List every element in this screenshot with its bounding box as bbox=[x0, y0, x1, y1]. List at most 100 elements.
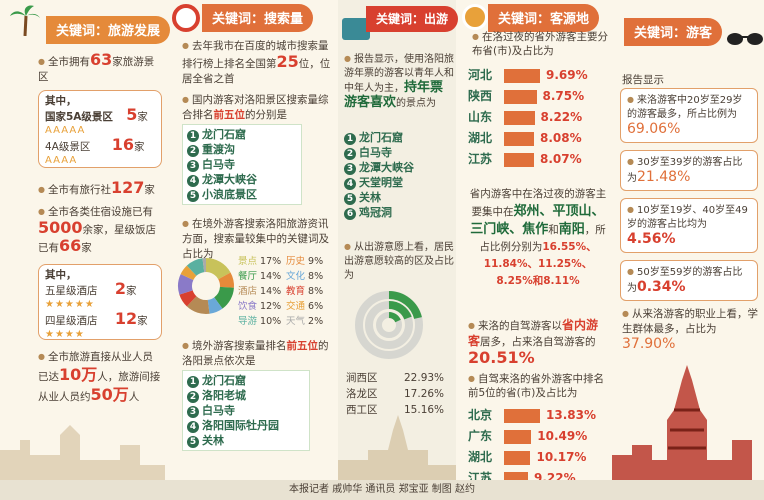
header-search: 关键词：搜索量 bbox=[202, 4, 314, 32]
age-30-39: 30岁至39岁的游客占比为21.48% bbox=[620, 150, 758, 191]
list-item-label: 白马寺 bbox=[359, 146, 392, 159]
column-tourism: 关键词：旅游发展 全市拥有63家旅游景区 其中， 国家5A级景区 5家 AAAA… bbox=[0, 0, 171, 500]
sunglasses-icon bbox=[726, 30, 764, 46]
bar-value: 10.49% bbox=[537, 429, 588, 443]
bar-label: 湖北 bbox=[468, 131, 493, 145]
bar bbox=[504, 69, 540, 83]
list-item-label: 重渡沟 bbox=[202, 143, 235, 156]
list-item-label: 天堂明堂 bbox=[359, 176, 403, 189]
keyword-legend: 景点 17% 历史 9% 餐厅 14% 文化 8% 酒店 14% 教育 8% 饮食 12% 交… bbox=[238, 254, 336, 329]
search-rank-text: 去年我市在百度的城市搜索量排行榜上排名全国第25位，位居全省之首 bbox=[182, 38, 334, 87]
donut-slice bbox=[178, 274, 194, 295]
overnight-province-bars: 河北 9.69% 陕西 8.75% 山东 8.22% 湖北 8.08% 江苏 8.07% bbox=[468, 62, 608, 171]
rank-number: 1 bbox=[187, 130, 199, 142]
header-origin: 关键词：客源地 bbox=[488, 4, 600, 32]
legend-row: 景点 17% 历史 9% bbox=[238, 254, 336, 269]
legend-label: 教育 bbox=[286, 286, 309, 297]
bar-label: 河北 bbox=[468, 68, 493, 82]
list-item-label: 白马寺 bbox=[202, 404, 235, 417]
list-item-label: 龙门石窟 bbox=[202, 374, 246, 387]
list-item: 5 小浪底景区 bbox=[187, 187, 297, 202]
stat-travel-agencies: 全市有旅行社127家 bbox=[38, 178, 162, 197]
list-item: 1 龙门石窟 bbox=[344, 130, 444, 145]
list-item-label: 关林 bbox=[359, 191, 381, 204]
list-item: 6 鸡冠洞 bbox=[344, 205, 444, 220]
rank-number: 5 bbox=[187, 436, 199, 448]
bar-row: 河北 9.69% bbox=[468, 66, 608, 83]
box-a-level: 其中， 国家5A级景区 5家 AAAAA 4A级景区 16家 AAAA bbox=[38, 90, 162, 168]
legend-row: 导游 10% 天气 2% bbox=[238, 314, 336, 329]
palm-tree-icon bbox=[8, 2, 42, 37]
legend-item: 饮食 12% bbox=[238, 299, 286, 314]
bar-row: 北京 13.83% bbox=[468, 406, 608, 423]
donut-slice bbox=[186, 296, 210, 314]
bar-value: 8.75% bbox=[542, 89, 585, 103]
bar-row: 陕西 8.75% bbox=[468, 87, 608, 104]
legend-item: 导游 10% bbox=[238, 314, 286, 329]
donut-slice bbox=[179, 290, 197, 307]
bar-label: 湖北 bbox=[468, 450, 493, 464]
legend-value: 17% bbox=[260, 256, 282, 267]
donut-slice bbox=[202, 258, 206, 273]
bar bbox=[504, 409, 540, 423]
list-item-label: 白马寺 bbox=[202, 158, 235, 171]
donut-slice bbox=[218, 272, 234, 288]
header-tourism: 关键词：旅游发展 bbox=[46, 16, 171, 44]
in-province-text: 省内游客中在洛过夜的游客主要集中在郑州、平顶山、三门峡、焦作和南阳，所占比例分别… bbox=[469, 188, 607, 287]
area-name: 涧西区 bbox=[346, 372, 378, 384]
domestic-top5-list: 1 龙门石窟 2 重渡沟 3 白马寺 4 龙潭大峡谷 5 小浪底景区 bbox=[182, 124, 302, 205]
bar bbox=[504, 111, 535, 125]
header-visitors: 关键词：游客 bbox=[624, 18, 723, 46]
donut-slice bbox=[214, 286, 234, 309]
legend-label: 酒店 bbox=[238, 286, 261, 297]
list-item-label: 龙门石窟 bbox=[359, 131, 403, 144]
legend-label: 天气 bbox=[286, 316, 309, 327]
list-item-label: 龙潭大峡谷 bbox=[202, 173, 257, 186]
foreign-rank-text: 境外游客搜索量排名前五位的洛阳景点依次是 bbox=[182, 338, 334, 369]
legend-value: 8% bbox=[308, 286, 324, 297]
selfdrive-text: 来洛的自驾游客以省内游客居多，占来洛自驾游客的20.51% bbox=[468, 318, 608, 368]
donut-slice bbox=[207, 297, 223, 314]
list-item: 2 白马寺 bbox=[344, 145, 444, 160]
legend-item: 酒店 14% bbox=[238, 284, 286, 299]
list-item-label: 关林 bbox=[202, 434, 224, 447]
legend-row: 餐厅 14% 文化 8% bbox=[238, 269, 336, 284]
compass-icon bbox=[172, 4, 200, 32]
bar bbox=[504, 153, 534, 167]
rank-number: 1 bbox=[344, 133, 356, 145]
area-row: 涧西区 22.93% bbox=[346, 370, 454, 386]
list-item: 4 天堂明堂 bbox=[344, 175, 444, 190]
bar bbox=[504, 132, 535, 146]
list-item: 4 龙潭大峡谷 bbox=[187, 172, 297, 187]
bar-label: 陕西 bbox=[468, 89, 493, 103]
foreign-keyword-text: 在境外游客搜索洛阳旅游资讯方面，搜索量较集中的关键词及占比为 bbox=[182, 216, 334, 262]
rank-number: 4 bbox=[187, 175, 199, 187]
bar-row: 江苏 8.07% bbox=[468, 150, 608, 167]
stat-lodging: 全市各类住宿设施已有5000余家，星级饭店已有66家 bbox=[38, 204, 162, 256]
legend-value: 2% bbox=[308, 316, 324, 327]
list-item: 4 洛阳国际牡丹园 bbox=[187, 418, 305, 433]
footer-credits: 本报记者 戚帅华 通讯员 郑宝亚 制图 赵约 bbox=[0, 480, 764, 500]
area-name: 洛龙区 bbox=[346, 388, 378, 400]
overnight-province-text: 在洛过夜的省外游客主要分布省(市)及占比为 bbox=[472, 30, 608, 58]
column-travel: 关键词：出游 报告显示，使用洛阳旅游年票的游客以青年人和中年人为主，持年票游客喜… bbox=[338, 0, 459, 500]
legend-label: 交通 bbox=[286, 301, 309, 312]
donut-slice bbox=[180, 265, 197, 281]
bar-value: 13.83% bbox=[546, 408, 596, 422]
column-search: 关键词：搜索量 去年我市在百度的城市搜索量排行榜上排名全国第25位，位居全省之首… bbox=[168, 0, 336, 500]
age-10-19-40-49: 10岁至19岁、40岁至49岁的游客占比均为4.56% bbox=[620, 198, 758, 253]
legend-item: 天气 2% bbox=[286, 314, 334, 329]
pagoda-illustration bbox=[612, 360, 764, 480]
list-item: 2 重渡沟 bbox=[187, 142, 297, 157]
travel-intent-text: 从出游意愿上看，居民出游意愿较高的区及占比为 bbox=[344, 240, 454, 283]
rank-number: 5 bbox=[344, 193, 356, 205]
area-row: 洛龙区 17.26% bbox=[346, 386, 454, 402]
bar-row: 广东 10.49% bbox=[468, 427, 608, 444]
bar bbox=[504, 430, 532, 444]
legend-item: 教育 8% bbox=[286, 284, 334, 299]
keyword-donut-chart bbox=[176, 256, 236, 316]
bar-label: 广东 bbox=[468, 429, 493, 443]
legend-item: 交通 6% bbox=[286, 299, 334, 314]
column-visitors: 关键词：游客 报告显示 来洛游客中20岁至29岁的游客最多，所占比例为69.06… bbox=[612, 0, 764, 500]
legend-label: 历史 bbox=[286, 256, 309, 267]
